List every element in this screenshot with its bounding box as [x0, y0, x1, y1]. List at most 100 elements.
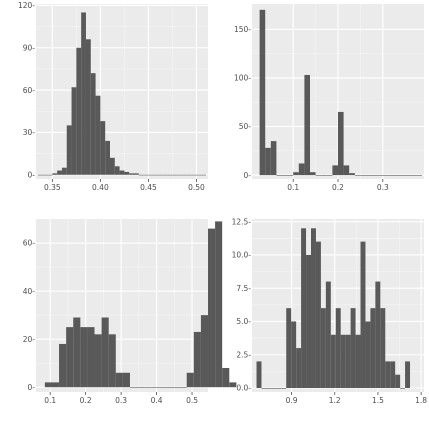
histogram-bar	[222, 367, 230, 388]
histogram-bar	[293, 172, 299, 176]
histogram-bar	[261, 388, 267, 389]
histogram-bar	[57, 170, 62, 175]
x-tick-label: 0.5	[186, 396, 198, 405]
histogram-bar	[186, 174, 192, 176]
histogram-bar	[265, 147, 271, 176]
histogram-bar	[44, 382, 52, 388]
x-tick-label: 1.5	[372, 396, 384, 405]
histogram-bar	[282, 175, 288, 176]
histogram-bar	[208, 228, 216, 388]
histogram-bar	[215, 221, 223, 388]
histogram-bar	[271, 388, 277, 389]
y-tick-label: 7.5-	[236, 284, 251, 293]
histogram-bar	[405, 361, 411, 389]
histogram-bar	[165, 387, 173, 388]
histogram-bar	[370, 308, 376, 389]
histogram-bar	[304, 74, 311, 176]
histogram-bar	[310, 228, 316, 389]
histogram-bar	[315, 241, 321, 389]
histogram-bar	[148, 174, 154, 176]
histogram-bar	[179, 387, 187, 388]
histogram-bar	[382, 175, 389, 176]
histogram-bar	[172, 387, 180, 388]
histogram-bar	[143, 174, 149, 176]
y-tick-label: 12.5-	[232, 217, 252, 226]
histogram-bar	[332, 165, 338, 176]
histogram-bar	[193, 331, 201, 388]
histogram-bar	[259, 9, 266, 176]
histogram-bar	[100, 121, 106, 175]
histogram-bar	[298, 163, 305, 176]
histogram-panel-bottom-left: 0- 20- 40- 60- 0.1 0.2 0.3 0.4 0.5	[23, 219, 237, 405]
y-tick-label: 10.0-	[232, 251, 252, 260]
histogram-bar	[201, 174, 207, 176]
histogram-bar	[182, 174, 187, 176]
histogram-bar	[59, 343, 67, 388]
histogram-bar	[354, 175, 361, 176]
histogram-bar	[76, 47, 82, 175]
histogram-bar	[291, 321, 297, 389]
histogram-bar	[200, 315, 208, 388]
histogram-bar	[365, 175, 372, 176]
x-tick-label: 0.2	[332, 183, 344, 192]
x-tick-label: 1.8	[415, 396, 427, 405]
histogram-bar	[191, 174, 197, 176]
histogram-bar	[338, 111, 344, 176]
histogram-bar	[162, 174, 168, 176]
y-tick-label: 5.0-	[236, 317, 251, 326]
histogram-bar	[42, 174, 48, 176]
histogram-bar	[326, 175, 333, 176]
histogram-bar	[416, 175, 422, 176]
x-tick-label: 0.2	[80, 396, 92, 405]
histogram-bar	[71, 87, 77, 175]
histogram-bar	[349, 173, 355, 176]
x-tick-label: 0.35	[44, 183, 61, 192]
histogram-bar	[395, 374, 401, 389]
histogram-bar	[108, 334, 116, 388]
histogram-bar	[388, 175, 394, 176]
histogram-panel-top-right: 0- 50- 100- 150- 0.1 0.2 0.3	[234, 4, 424, 192]
histogram-bar	[350, 308, 356, 389]
histogram-bar	[105, 140, 110, 175]
histogram-bar	[47, 174, 53, 176]
histogram-bar	[380, 308, 386, 389]
histogram-bar	[330, 334, 336, 389]
histogram-bar	[270, 141, 277, 176]
x-tick-label: 0.3	[115, 396, 127, 405]
histogram-bar	[186, 372, 194, 388]
histogram-bar	[405, 175, 411, 176]
histogram-bar	[87, 327, 95, 388]
histogram-bar	[66, 327, 74, 388]
histogram-bar	[129, 387, 138, 388]
histogram-bar	[375, 281, 381, 389]
histogram-bar	[151, 387, 159, 388]
histogram-bar	[371, 175, 378, 176]
histogram-bar	[85, 39, 91, 175]
histogram-bar	[276, 388, 282, 389]
histogram-bar	[167, 174, 173, 176]
histogram-bar	[310, 172, 316, 176]
histogram-bar	[138, 174, 144, 176]
y-tick-label: 60-	[23, 86, 36, 95]
histogram-bar	[229, 382, 237, 388]
y-tick-label: 30-	[23, 128, 36, 137]
y-tick-label: 0-	[244, 171, 252, 180]
histogram-bar	[119, 170, 125, 175]
histogram-bar	[101, 317, 109, 388]
histogram-bar	[281, 388, 287, 389]
x-tick-label: 0.45	[140, 183, 157, 192]
histogram-bar	[315, 175, 322, 176]
histogram-bar	[196, 174, 202, 176]
x-tick-label: 0.3	[377, 183, 389, 192]
histogram-bar	[52, 173, 58, 175]
histogram-bar	[320, 308, 326, 389]
histogram-bar	[276, 175, 283, 176]
y-tick-label: 150-	[234, 25, 251, 34]
x-tick-label: 0.1	[287, 183, 299, 192]
histogram-bar	[360, 175, 366, 176]
histogram-bar	[393, 175, 400, 176]
y-tick-label: 0.0-	[236, 384, 251, 393]
histogram-bar	[109, 157, 115, 175]
histogram-bar	[286, 308, 292, 389]
